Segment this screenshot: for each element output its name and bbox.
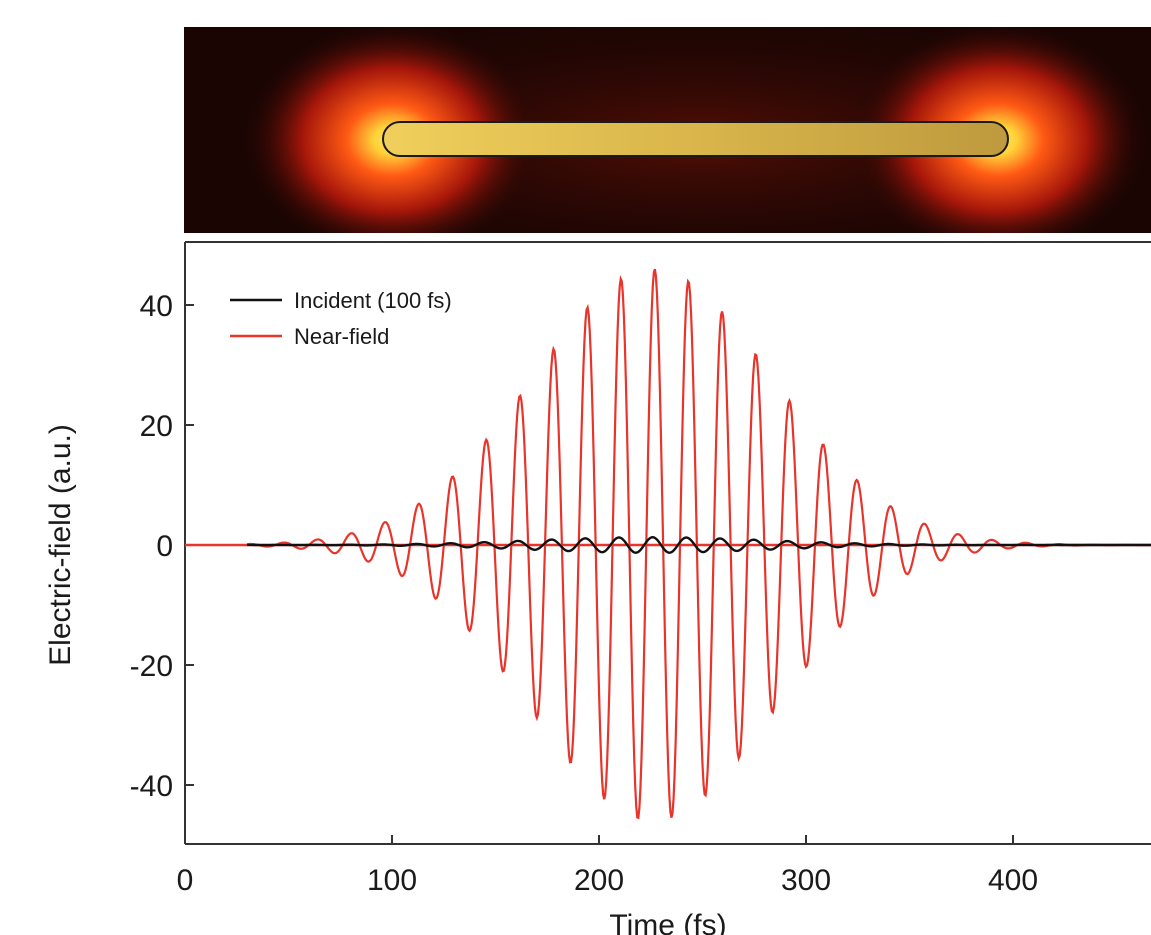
y-tick-label: 20 <box>140 410 173 443</box>
x-tick-label: 200 <box>574 864 624 897</box>
x-tick-label: 0 <box>177 864 194 897</box>
x-tick-label: 400 <box>988 864 1038 897</box>
y-tick-label: -20 <box>130 650 173 683</box>
x-tick-label: 100 <box>367 864 417 897</box>
y-tick-label: -40 <box>130 770 173 803</box>
legend-label-near-field: Near-field <box>294 324 389 349</box>
x-tick-label: 300 <box>781 864 831 897</box>
nanorod <box>382 121 1009 157</box>
legend-label-incident: Incident (100 fs) <box>294 288 452 313</box>
axis-ticks: 0 100 200 300 400 -40 -20 0 20 40 <box>130 290 1038 897</box>
series-layer <box>185 268 1151 820</box>
y-tick-label: 0 <box>156 530 173 563</box>
y-axis-title: Electric-field (a.u.) <box>44 424 77 666</box>
legend: Incident (100 fs) Near-field <box>230 288 452 349</box>
x-axis-title: Time (fs) <box>609 909 726 935</box>
series-line-near-field <box>247 268 1151 820</box>
series-line-incident <box>247 536 1151 554</box>
nanorod-field-image <box>184 27 1151 233</box>
y-tick-label: 40 <box>140 290 173 323</box>
